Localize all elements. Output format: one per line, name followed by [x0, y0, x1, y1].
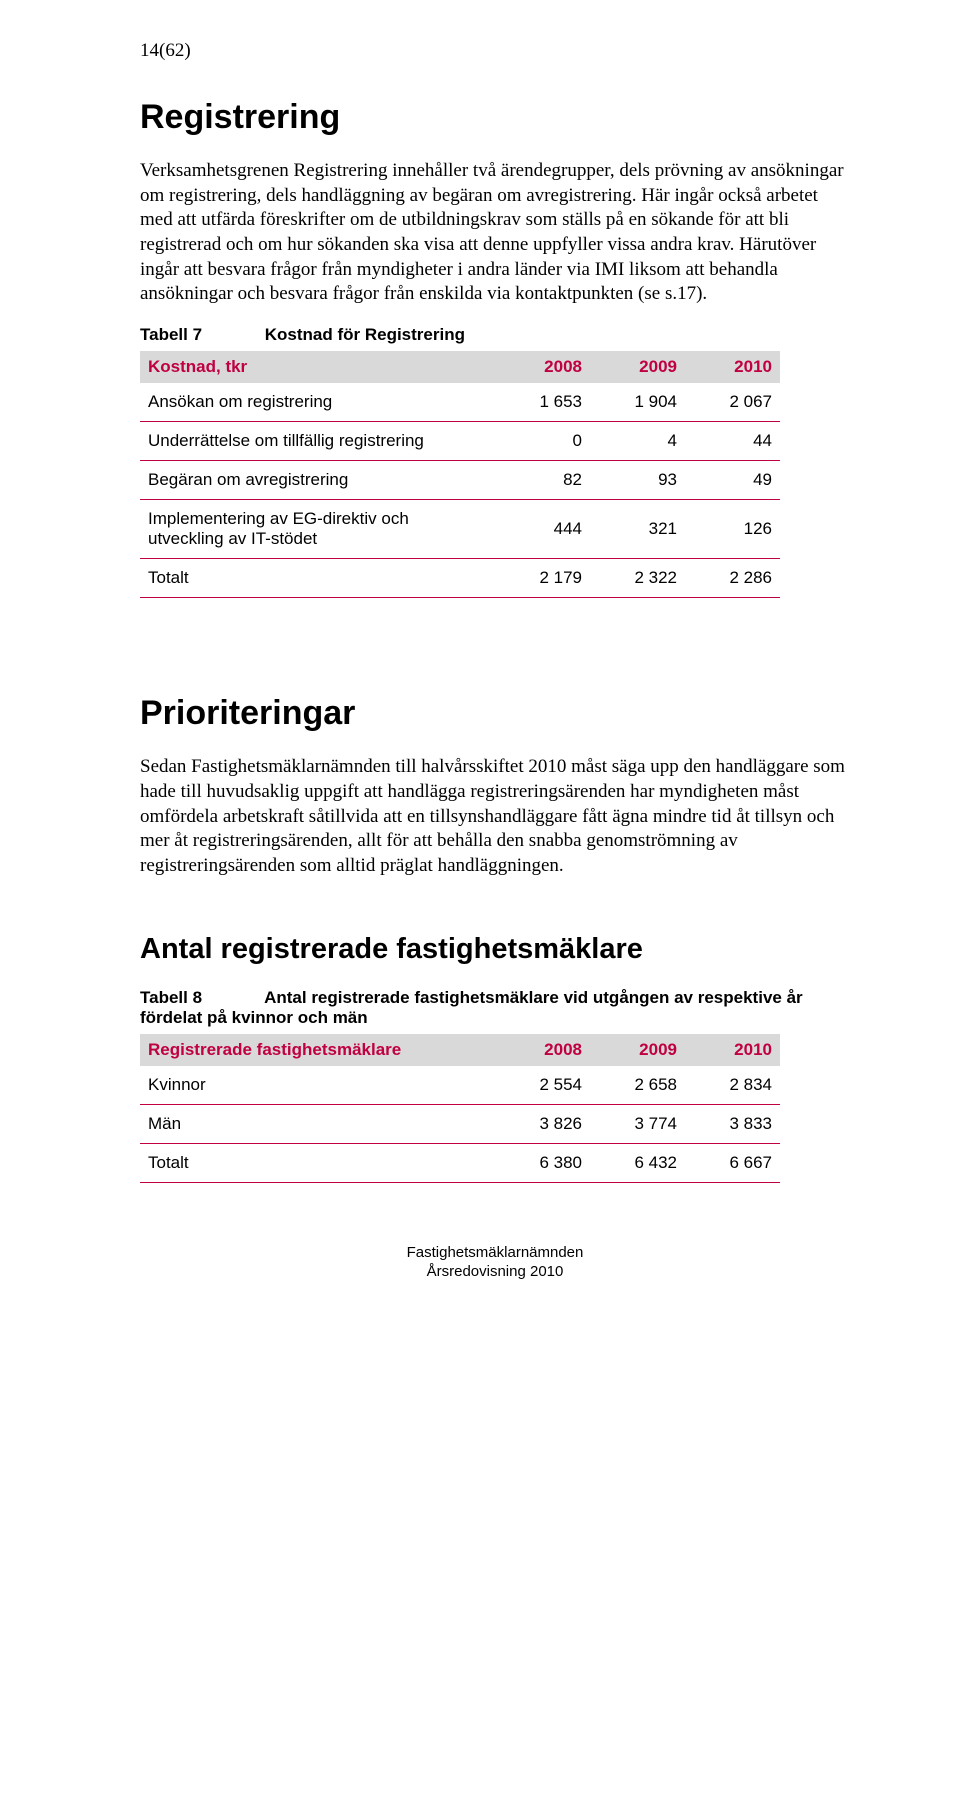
table-cell-label: Implementering av EG-direktiv och utveck…	[140, 500, 495, 559]
page-footer: Fastighetsmäklarnämnden Årsredovisning 2…	[140, 1243, 850, 1282]
table-row: Män 3 826 3 774 3 833	[140, 1104, 780, 1143]
table-cell: 2 554	[495, 1066, 590, 1105]
table-row: Begäran om avregistrering 82 93 49	[140, 461, 780, 500]
table-cell: 1 653	[495, 383, 590, 422]
table-cell-label: Män	[140, 1104, 495, 1143]
table7-caption: Tabell 7 Kostnad för Registrering	[140, 325, 850, 345]
table7-title: Kostnad för Registrering	[265, 325, 465, 344]
table-cell: 6 380	[495, 1143, 590, 1182]
table-row: Totalt 2 179 2 322 2 286	[140, 559, 780, 598]
table-row: Ansökan om registrering 1 653 1 904 2 06…	[140, 383, 780, 422]
table-cell-label: Begäran om avregistrering	[140, 461, 495, 500]
table-cell: 126	[685, 500, 780, 559]
table7-label: Tabell 7	[140, 325, 260, 345]
table-cell: 82	[495, 461, 590, 500]
table8-header-label: Registrerade fastighetsmäklare	[140, 1034, 495, 1066]
table7-year-2: 2010	[685, 351, 780, 383]
table-cell: 3 833	[685, 1104, 780, 1143]
table-cell-label: Totalt	[140, 559, 495, 598]
table-cell-label: Kvinnor	[140, 1066, 495, 1105]
table-cell: 49	[685, 461, 780, 500]
table-cell: 3 774	[590, 1104, 685, 1143]
footer-line-2: Årsredovisning 2010	[140, 1262, 850, 1282]
table-cell: 6 667	[685, 1143, 780, 1182]
table-cell: 2 322	[590, 559, 685, 598]
table-cell: 44	[685, 422, 780, 461]
table7-header-row: Kostnad, tkr 2008 2009 2010	[140, 351, 780, 383]
section-heading-registrering: Registrering	[140, 98, 850, 137]
table7-header-label: Kostnad, tkr	[140, 351, 495, 383]
table-cell: 6 432	[590, 1143, 685, 1182]
table7-year-0: 2008	[495, 351, 590, 383]
table7-year-1: 2009	[590, 351, 685, 383]
table8: Registrerade fastighetsmäklare 2008 2009…	[140, 1034, 780, 1183]
table8-header-row: Registrerade fastighetsmäklare 2008 2009…	[140, 1034, 780, 1066]
table-cell: 2 067	[685, 383, 780, 422]
table-cell: 2 286	[685, 559, 780, 598]
table-cell-label: Totalt	[140, 1143, 495, 1182]
table-cell: 321	[590, 500, 685, 559]
table-cell: 0	[495, 422, 590, 461]
table-cell: 3 826	[495, 1104, 590, 1143]
paragraph-prioriteringar: Sedan Fastighetsmäklarnämnden till halvå…	[140, 755, 850, 878]
section-heading-antal: Antal registrerade fastighetsmäklare	[140, 933, 850, 966]
table-row: Kvinnor 2 554 2 658 2 834	[140, 1066, 780, 1105]
table-cell: 2 179	[495, 559, 590, 598]
table-cell: 93	[590, 461, 685, 500]
table-cell: 444	[495, 500, 590, 559]
table8-year-1: 2009	[590, 1034, 685, 1066]
footer-line-1: Fastighetsmäklarnämnden	[140, 1243, 850, 1263]
table-row: Underrättelse om tillfällig registrering…	[140, 422, 780, 461]
document-page: 14(62) Registrering Verksamhetsgrenen Re…	[0, 0, 960, 1312]
table-row: Implementering av EG-direktiv och utveck…	[140, 500, 780, 559]
table7: Kostnad, tkr 2008 2009 2010 Ansökan om r…	[140, 351, 780, 598]
table8-caption: Tabell 8 Antal registrerade fastighetsmä…	[140, 988, 850, 1028]
table8-year-0: 2008	[495, 1034, 590, 1066]
table-row: Totalt 6 380 6 432 6 667	[140, 1143, 780, 1182]
table-cell: 2 658	[590, 1066, 685, 1105]
page-number: 14(62)	[140, 40, 850, 62]
section-heading-prioriteringar: Prioriteringar	[140, 694, 850, 733]
table-cell: 4	[590, 422, 685, 461]
paragraph-registrering: Verksamhetsgrenen Registrering innehålle…	[140, 159, 850, 307]
table-cell: 1 904	[590, 383, 685, 422]
table8-year-2: 2010	[685, 1034, 780, 1066]
table8-label: Tabell 8	[140, 988, 260, 1008]
table-cell: 2 834	[685, 1066, 780, 1105]
table-cell-label: Ansökan om registrering	[140, 383, 495, 422]
table-cell-label: Underrättelse om tillfällig registrering	[140, 422, 495, 461]
